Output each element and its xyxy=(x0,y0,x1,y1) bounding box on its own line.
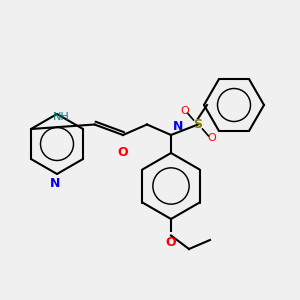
Text: O: O xyxy=(180,106,189,116)
Text: O: O xyxy=(118,146,128,158)
Text: O: O xyxy=(207,133,216,143)
Text: O: O xyxy=(166,236,176,248)
Text: N: N xyxy=(172,121,183,134)
Text: N: N xyxy=(50,177,61,190)
Text: NH: NH xyxy=(53,112,70,122)
Text: S: S xyxy=(194,118,202,131)
